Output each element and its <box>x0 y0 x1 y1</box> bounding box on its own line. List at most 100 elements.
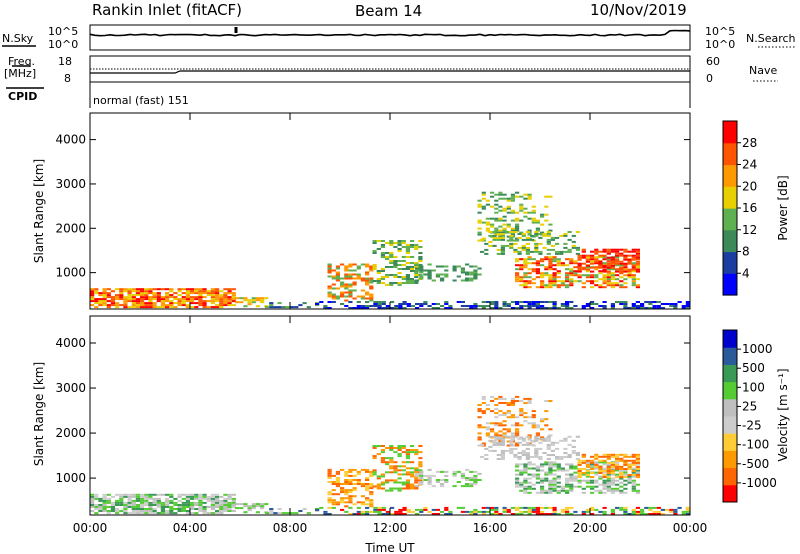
power-cell <box>535 307 540 309</box>
power-cell <box>575 231 580 233</box>
velocity-heatmap-cells <box>90 395 690 515</box>
velocity-cell <box>556 477 561 480</box>
velocity-cell <box>377 506 382 509</box>
power-cell <box>619 270 624 273</box>
y-tick-label: 1000 <box>55 266 86 280</box>
velocity-colorbar-frame <box>722 329 738 503</box>
power-cell <box>531 305 536 307</box>
velocity-cell <box>523 485 528 488</box>
velocity-cell <box>110 501 115 504</box>
velocity-cell <box>523 479 528 482</box>
power-cell <box>619 248 624 251</box>
velocity-cell <box>610 477 615 480</box>
velocity-cell <box>631 475 636 478</box>
velocity-cell <box>598 491 603 494</box>
power-cell <box>231 298 236 301</box>
velocity-cell <box>210 506 215 508</box>
velocity-cell <box>540 485 545 488</box>
velocity-cell <box>135 493 140 496</box>
velocity-cell <box>106 499 111 502</box>
power-cell <box>481 193 486 196</box>
velocity-cell <box>369 483 374 485</box>
velocity-cell <box>110 508 115 510</box>
power-cell <box>523 266 528 269</box>
power-cell <box>606 270 611 273</box>
velocity-cell <box>402 513 407 515</box>
velocity-cell <box>460 474 465 477</box>
power-cell <box>394 307 399 309</box>
velocity-cell <box>594 481 599 484</box>
power-cell <box>243 305 248 308</box>
power-cell <box>385 276 390 278</box>
velocity-cell <box>90 504 95 506</box>
power-cell <box>369 281 374 284</box>
velocity-cell <box>544 513 549 515</box>
velocity-cell <box>385 471 390 474</box>
velocity-cell <box>585 471 590 474</box>
velocity-cell <box>606 489 611 492</box>
power-cell <box>210 290 215 293</box>
power-cell <box>631 303 636 305</box>
power-cell <box>534 250 539 253</box>
velocity-cell <box>435 481 440 483</box>
velocity-cell <box>198 497 203 500</box>
power-cell <box>90 290 95 293</box>
power-cell <box>510 219 515 222</box>
velocity-cell <box>615 473 620 476</box>
velocity-cell <box>500 441 505 444</box>
power-cell <box>431 303 436 305</box>
velocity-cell <box>418 479 423 482</box>
power-cell <box>530 234 535 237</box>
power-cell <box>598 270 603 273</box>
velocity-cell <box>390 513 395 515</box>
power-cell <box>502 231 507 234</box>
power-cell <box>251 299 256 302</box>
velocity-cell <box>552 485 557 488</box>
velocity-cell <box>481 412 486 415</box>
velocity-cell <box>619 491 624 494</box>
velocity-cell <box>335 477 340 479</box>
velocity-cell <box>623 476 628 479</box>
velocity-cell <box>563 456 568 458</box>
velocity-cell <box>223 501 228 504</box>
power-cell <box>635 264 640 267</box>
power-cell <box>135 288 140 291</box>
power-cell <box>565 258 570 261</box>
power-cell <box>373 303 378 305</box>
power-cell <box>123 300 128 303</box>
power-cell <box>635 250 640 253</box>
velocity-cell <box>527 463 532 466</box>
power-cell <box>419 303 424 305</box>
velocity-cell <box>372 457 377 460</box>
power-cell <box>431 269 436 272</box>
power-cell <box>548 276 553 279</box>
power-cell <box>585 256 590 259</box>
power-cell <box>585 270 590 273</box>
power-cell <box>198 292 203 295</box>
power-cell <box>94 302 99 305</box>
power-cell <box>635 248 640 251</box>
velocity-cell <box>397 445 402 447</box>
power-cell <box>556 272 561 275</box>
velocity-cell <box>156 506 161 508</box>
power-cell <box>227 288 232 291</box>
power-cell <box>515 280 520 283</box>
power-cell <box>177 288 182 291</box>
velocity-cell <box>656 506 661 509</box>
power-cell <box>535 270 540 273</box>
power-cell <box>327 263 332 266</box>
velocity-cell <box>152 510 157 512</box>
velocity-cell <box>513 447 518 450</box>
velocity-cell <box>515 400 520 402</box>
velocity-cell <box>494 408 499 411</box>
power-cell <box>598 305 603 307</box>
velocity-cell <box>598 459 603 462</box>
velocity-cell <box>356 483 361 485</box>
velocity-cell <box>477 472 482 475</box>
power-cell <box>173 298 178 301</box>
velocity-cell <box>623 459 628 462</box>
velocity-cell <box>251 505 256 508</box>
power-cell <box>610 307 615 309</box>
velocity-cell <box>251 507 256 510</box>
power-cell <box>331 287 336 290</box>
